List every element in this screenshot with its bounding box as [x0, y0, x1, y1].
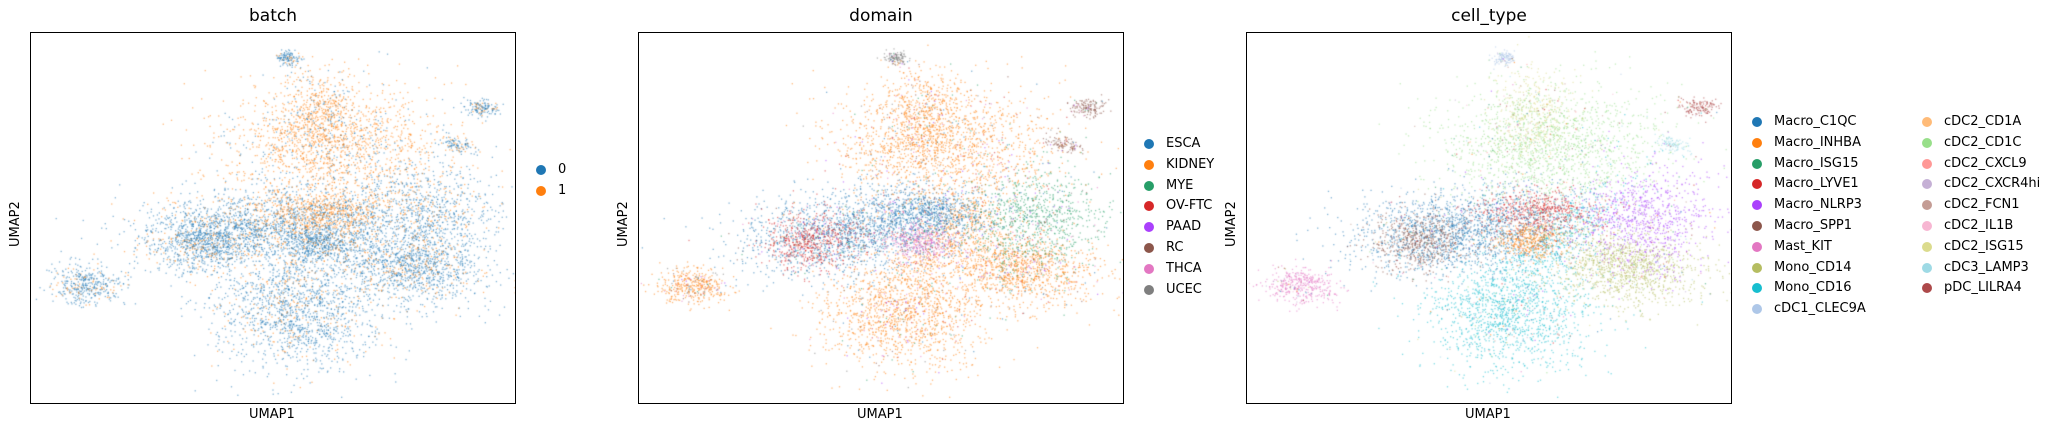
- legend-label: Macro_SPP1: [1774, 218, 1853, 233]
- scatter-points: [639, 33, 1123, 403]
- legend-marker: [1144, 284, 1154, 295]
- legend-label: 0: [558, 162, 567, 177]
- legend-marker: [1752, 117, 1762, 127]
- legend-marker: [1752, 137, 1762, 148]
- panel-title: batch: [249, 6, 297, 26]
- legend-label: cDC2_CXCR4hi: [1944, 176, 2041, 192]
- legend-label: cDC2_CD1A: [1944, 114, 2022, 129]
- legend: Macro_C1QC Macro_INHBA Macro_ISG15 Macro_LY…: [1752, 112, 2052, 332]
- x-axis-label: UMAP1: [857, 407, 903, 422]
- legend-marker: [1922, 262, 1932, 273]
- legend-label: Mono_CD16: [1774, 280, 1852, 296]
- y-axis-label: UMAP2: [1224, 201, 1239, 247]
- legend-marker: [1144, 139, 1154, 149]
- legend-marker: [1752, 304, 1762, 315]
- legend-label: Mono_CD14: [1774, 259, 1852, 275]
- legend-marker: [1752, 241, 1762, 252]
- y-axis-label: UMAP2: [616, 201, 631, 247]
- legend-marker: [1922, 221, 1932, 231]
- scatter-points: [1247, 33, 1731, 403]
- legend-marker: [536, 165, 546, 175]
- panel-title: cell_type: [1451, 6, 1527, 26]
- legend-marker: [1752, 283, 1762, 294]
- legend-marker: [1144, 243, 1154, 253]
- legend-label: THCA: [1166, 260, 1202, 276]
- legend-label: MYE: [1166, 177, 1194, 193]
- legend-label: KIDNEY: [1166, 156, 1215, 172]
- legend-marker: [1922, 158, 1932, 169]
- x-axis-label: UMAP1: [249, 407, 295, 422]
- legend: ESCA KIDNEY MYE OV-FTC PAAD RC THCA UCEC: [1144, 134, 1254, 304]
- legend-marker: [1144, 222, 1154, 233]
- legend-marker: [1922, 117, 1932, 127]
- legend-marker: [1752, 262, 1762, 273]
- x-axis-label: UMAP1: [1465, 407, 1511, 422]
- legend-label: Macro_NLRP3: [1774, 197, 1862, 213]
- scatter-points: [31, 33, 515, 403]
- legend-marker: [1752, 179, 1762, 190]
- legend-label: Macro_C1QC: [1774, 114, 1857, 129]
- scatter-plot-area: [1246, 32, 1732, 404]
- legend-marker: [1922, 200, 1932, 211]
- legend-label: OV-FTC: [1166, 198, 1213, 214]
- legend-marker: [1144, 263, 1154, 274]
- legend-label: cDC3_LAMP3: [1944, 259, 2029, 275]
- legend-label: PAAD: [1166, 219, 1202, 235]
- panel-title: domain: [849, 6, 913, 26]
- scatter-plot-area: [30, 32, 516, 404]
- legend-marker: [1752, 221, 1762, 231]
- legend-label: 1: [558, 182, 567, 198]
- legend-label: RC: [1166, 240, 1184, 255]
- legend-label: cDC2_FCN1: [1944, 197, 2020, 213]
- legend-label: ESCA: [1166, 136, 1201, 151]
- legend-marker: [1144, 180, 1154, 191]
- legend-label: Macro_ISG15: [1774, 155, 1859, 171]
- legend-marker: [1922, 241, 1932, 252]
- legend-label: Macro_LYVE1: [1774, 176, 1859, 192]
- legend-label: cDC1_CLEC9A: [1774, 301, 1866, 317]
- legend-label: cDC2_CXCL9: [1944, 155, 2027, 171]
- y-axis-label: UMAP2: [8, 201, 23, 247]
- scatter-plot-area: [638, 32, 1124, 404]
- legend-marker: [1922, 179, 1932, 190]
- legend-label: cDC2_ISG15: [1944, 238, 2024, 254]
- legend-marker: [1144, 201, 1154, 212]
- legend-label: UCEC: [1166, 281, 1202, 297]
- legend-label: cDC2_CD1C: [1944, 134, 2022, 150]
- legend-marker: [1752, 158, 1762, 169]
- legend-label: Macro_INHBA: [1774, 134, 1861, 150]
- legend-label: pDC_LILRA4: [1944, 280, 2022, 296]
- legend-marker: [1922, 137, 1932, 148]
- legend-marker: [536, 185, 546, 196]
- legend-marker: [1922, 283, 1932, 294]
- legend-label: Mast_KIT: [1774, 238, 1832, 254]
- legend-marker: [1144, 159, 1154, 170]
- legend-marker: [1752, 200, 1762, 211]
- legend-label: cDC2_IL1B: [1944, 218, 2014, 233]
